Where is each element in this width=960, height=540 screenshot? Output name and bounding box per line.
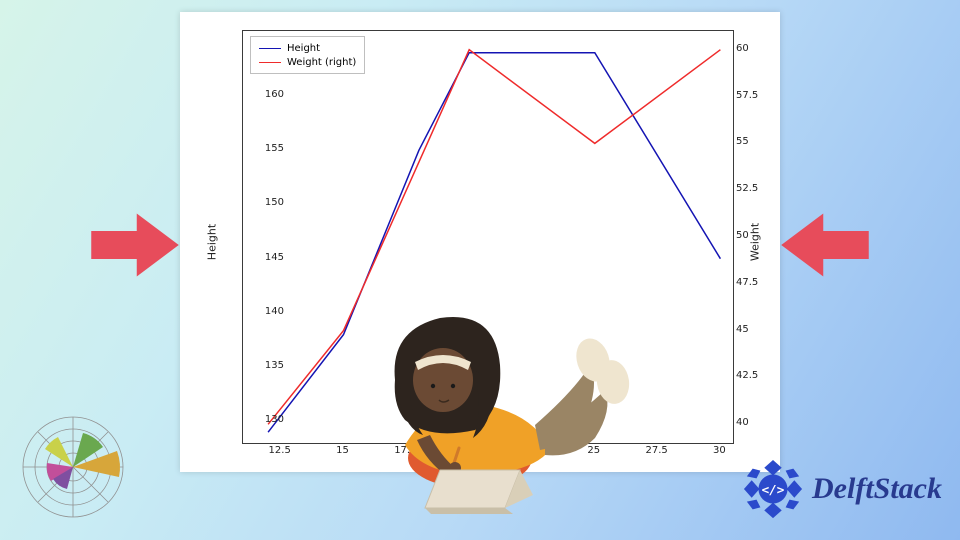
y-left-tick: 135 (244, 361, 284, 371)
x-tick: 30 (713, 446, 726, 456)
polar-chart-icon (18, 412, 128, 522)
y-left-tick: 140 (244, 307, 284, 317)
legend: Height Weight (right) (250, 36, 365, 74)
y-right-tick: 42.5 (736, 371, 776, 381)
y-left-tick: 160 (244, 90, 284, 100)
brand-logo: </> DelftStack (742, 458, 942, 520)
y-left-axis-label: Height (206, 224, 219, 260)
brand-badge-icon: </> (742, 458, 804, 520)
y-left-tick: 150 (244, 198, 284, 208)
legend-label-weight: Weight (right) (287, 57, 356, 68)
y-left-tick: 130 (244, 415, 284, 425)
page-background: Height Weight 130135140145150155160165 4… (0, 0, 960, 540)
legend-swatch-weight (259, 62, 281, 63)
y-right-tick: 45 (736, 325, 776, 335)
y-right-tick: 50 (736, 231, 776, 241)
legend-item-weight: Weight (right) (259, 55, 356, 69)
x-tick: 27.5 (645, 446, 667, 456)
girl-illustration (335, 270, 635, 520)
legend-swatch-height (259, 48, 281, 49)
legend-item-height: Height (259, 41, 356, 55)
y-right-tick: 40 (736, 418, 776, 428)
y-right-axis-label: Weight (748, 223, 761, 261)
y-right-tick: 47.5 (736, 278, 776, 288)
y-left-tick: 155 (244, 144, 284, 154)
y-left-tick: 145 (244, 253, 284, 263)
y-right-tick: 52.5 (736, 184, 776, 194)
svg-text:</>: </> (762, 482, 785, 497)
arrow-right-icon (90, 210, 180, 280)
y-right-tick: 60 (736, 44, 776, 54)
x-tick: 12.5 (269, 446, 291, 456)
legend-label-height: Height (287, 43, 320, 54)
arrow-left-icon (780, 210, 870, 280)
y-right-tick: 57.5 (736, 91, 776, 101)
brand-text: DelftStack (812, 472, 942, 506)
y-right-tick: 55 (736, 137, 776, 147)
